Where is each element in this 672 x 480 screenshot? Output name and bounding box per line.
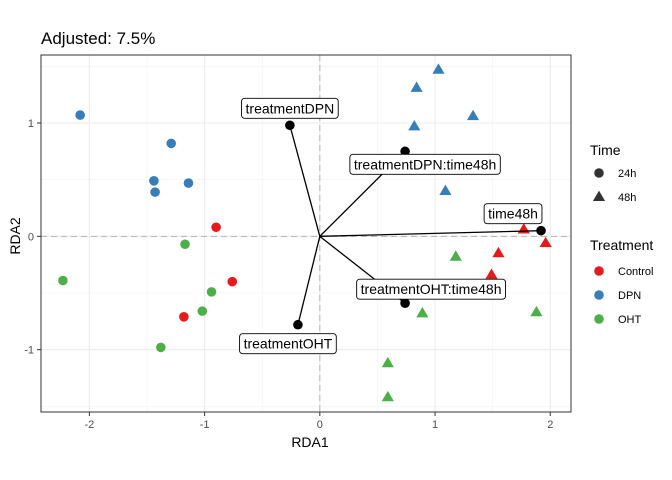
legend-title-treatment: Treatment <box>590 237 653 253</box>
biplot-label-box <box>241 97 339 119</box>
axes: -2 -1 0 1 2 -1 0 1 <box>24 118 553 431</box>
biplot-label: treatmentOHT <box>239 333 337 355</box>
legend-label: DPN <box>618 290 641 302</box>
plot-area: treatmentDPN treatmentDPN:time48h time48h t… <box>40 54 572 413</box>
y-tick-label: 1 <box>28 118 34 130</box>
biplot-label-box <box>356 278 506 300</box>
x-tick-label: 1 <box>432 419 438 431</box>
biplot-vector <box>297 236 321 325</box>
data-point <box>211 222 221 233</box>
data-point <box>408 120 421 131</box>
data-point <box>410 81 423 92</box>
data-point <box>416 307 429 318</box>
data-point <box>180 239 190 250</box>
data-point <box>466 109 480 121</box>
biplot-label-text: treatmentDPN <box>246 100 335 116</box>
data-point <box>166 138 176 149</box>
legend: Time 24h 48h Treatment Control DPN OHT <box>590 142 653 326</box>
legend-key-circle <box>594 290 604 300</box>
legend-key-circle <box>594 266 604 276</box>
data-point <box>432 63 445 74</box>
x-axis-title: RDA1 <box>291 434 329 450</box>
biplot-label-text: treatmentOHT <box>244 336 333 352</box>
x-tick-label: 0 <box>317 419 323 431</box>
data-point <box>485 268 498 279</box>
y-tick-label: -1 <box>24 345 34 357</box>
data-point <box>530 305 543 317</box>
data-point <box>381 390 394 402</box>
data-point <box>183 178 194 188</box>
biplot-label: treatmentDPN <box>241 97 339 119</box>
data-point <box>439 184 452 195</box>
x-tick-label: -2 <box>85 419 95 431</box>
plot-border <box>40 54 572 413</box>
data-point <box>58 275 68 286</box>
data-point <box>449 250 462 261</box>
biplot-endpoint <box>536 225 546 236</box>
x-tick-label: 2 <box>547 419 553 431</box>
x-tick-label: -1 <box>200 419 210 431</box>
biplot-label-text: treatmentDPN:time48h <box>354 156 496 172</box>
data-point <box>227 276 238 287</box>
biplot-label-box <box>349 153 501 175</box>
biplot-label-text: time48h <box>488 206 538 222</box>
biplot-label-box <box>483 203 543 225</box>
legend-key-circle <box>594 314 604 324</box>
data-point <box>539 236 552 248</box>
data-point <box>381 356 394 368</box>
chart-title: Adjusted: 7.5% <box>41 29 155 48</box>
legend-key-triangle <box>592 190 606 201</box>
legend-label: OHT <box>618 314 642 326</box>
biplot-endpoint <box>293 319 303 330</box>
biplot-label: time48h <box>483 203 543 225</box>
legend-label: 48h <box>618 192 636 204</box>
data-point <box>206 287 217 297</box>
data-point <box>492 246 505 258</box>
biplot-vector <box>319 230 542 237</box>
data-point <box>156 342 166 353</box>
data-point <box>179 312 189 322</box>
biplot-endpoint <box>400 146 410 157</box>
biplot-label: treatmentDPN:time48h <box>349 153 501 175</box>
data-point <box>75 110 85 120</box>
biplot-endpoint <box>285 120 295 131</box>
data-point <box>197 306 208 316</box>
biplot-endpoint <box>400 298 410 309</box>
legend-key-circle <box>594 168 604 178</box>
data-point <box>149 176 159 186</box>
biplot-label: treatmentOHT:time48h <box>356 278 506 300</box>
data-point <box>150 187 160 197</box>
legend-label: 24h <box>618 168 636 180</box>
y-tick-label: 0 <box>28 231 34 243</box>
biplot-label-box <box>239 333 337 355</box>
y-axis-title: RDA2 <box>7 217 23 255</box>
biplot-vector <box>289 125 321 237</box>
biplot-label-text: treatmentOHT:time48h <box>361 281 502 297</box>
legend-title-time: Time <box>590 142 621 158</box>
legend-label: Control <box>618 266 653 278</box>
